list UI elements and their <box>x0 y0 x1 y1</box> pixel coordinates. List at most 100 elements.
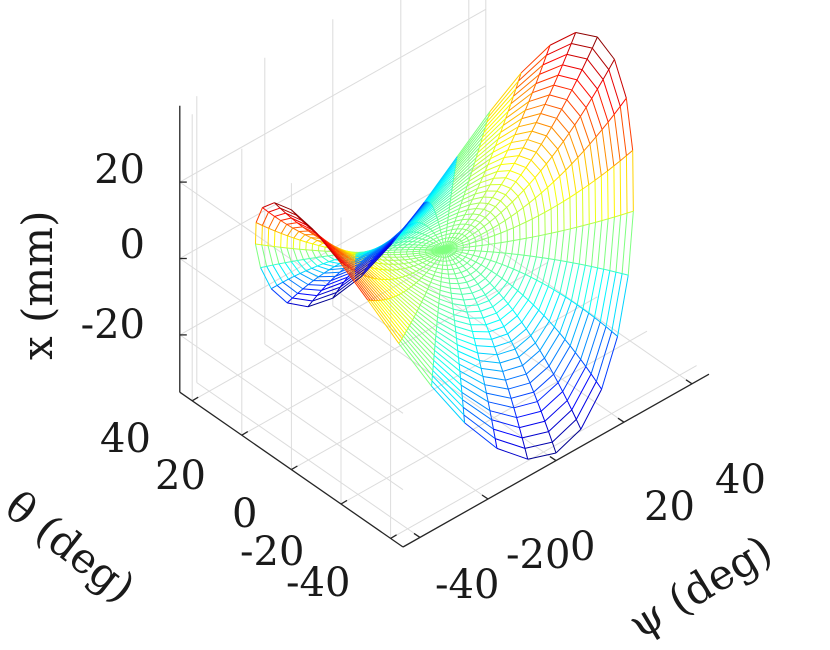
mesh-segment <box>500 157 505 165</box>
mesh-segment <box>488 326 505 333</box>
mesh-segment <box>615 215 622 273</box>
mesh-segment <box>459 371 462 379</box>
mesh-segment <box>494 287 500 294</box>
mesh-segment <box>591 88 598 99</box>
mesh-segment <box>507 103 512 112</box>
mesh-segment <box>423 256 430 260</box>
mesh-segment <box>436 206 450 216</box>
mesh-segment <box>462 194 465 200</box>
mesh-segment <box>436 259 440 262</box>
mesh-segment <box>461 237 468 242</box>
mesh-segment <box>382 263 393 271</box>
mesh-segment <box>485 324 490 333</box>
mesh-segment <box>455 338 458 345</box>
mesh-segment <box>474 219 481 223</box>
mesh-segment <box>469 199 473 205</box>
mesh-segment <box>484 384 487 394</box>
mesh-segment <box>435 241 440 245</box>
mesh-segment <box>626 149 634 157</box>
mesh-segment <box>450 247 458 250</box>
mesh-segment <box>506 268 515 283</box>
mesh-segment <box>548 365 555 375</box>
mesh-segment <box>474 246 477 251</box>
mesh-segment <box>595 136 602 176</box>
mesh-segment <box>324 250 329 257</box>
mesh-segment <box>413 316 437 337</box>
mesh-segment <box>394 278 409 290</box>
mesh-segment <box>498 220 506 225</box>
mesh-segment <box>477 283 483 290</box>
mesh-segment <box>495 206 502 213</box>
mesh-segment <box>433 255 438 260</box>
mesh-segment <box>437 316 456 327</box>
mesh-segment <box>475 345 479 354</box>
mesh-segment <box>561 108 576 126</box>
mesh-segment <box>408 272 413 276</box>
mesh-segment <box>467 208 477 211</box>
mesh-segment <box>410 232 420 239</box>
mesh-segment <box>262 202 275 209</box>
mesh-segment <box>478 125 504 149</box>
mesh-segment <box>345 265 374 301</box>
mesh-segment <box>475 256 480 263</box>
mesh-segment <box>466 311 470 319</box>
mesh-segment <box>566 400 573 411</box>
mesh-segment <box>454 319 471 326</box>
mesh-segment <box>447 220 456 225</box>
mesh-segment <box>302 284 309 290</box>
z-tick-label: 20 <box>94 147 145 193</box>
mesh-segment <box>453 221 456 226</box>
mesh-segment <box>484 384 509 390</box>
mesh-segment <box>534 342 541 351</box>
mesh-segment <box>454 326 457 333</box>
mesh-segment <box>472 151 494 168</box>
mesh-segment <box>281 232 288 237</box>
mesh-segment <box>589 221 596 225</box>
mesh-segment <box>423 274 433 280</box>
mesh-segment <box>407 246 411 250</box>
mesh-segment <box>453 320 456 327</box>
mesh-segment <box>475 138 499 158</box>
mesh-segment <box>575 381 597 420</box>
mesh-segment <box>484 278 491 284</box>
mesh-segment <box>334 248 357 273</box>
mesh-segment <box>431 257 435 260</box>
mesh-segment <box>377 278 397 297</box>
mesh-segment <box>613 160 621 167</box>
mesh-segment <box>549 32 576 46</box>
mesh-segment <box>415 256 422 259</box>
mesh-segment <box>297 288 304 294</box>
mesh-segment <box>280 233 282 248</box>
mesh-segment <box>522 276 532 296</box>
mesh-segment <box>461 392 464 400</box>
mesh-segment <box>329 267 345 271</box>
mesh-segment <box>461 294 465 301</box>
mesh-segment <box>523 238 527 256</box>
mesh-segment <box>519 420 545 429</box>
mesh-segment <box>611 331 618 337</box>
mesh-segment <box>505 241 508 254</box>
mesh-segment <box>460 385 463 393</box>
mesh-segment <box>439 289 452 294</box>
mesh-segment <box>432 239 437 242</box>
mesh-segment <box>477 300 490 306</box>
x-tick-label: 20 <box>644 484 695 530</box>
mesh-segment <box>489 211 496 218</box>
mesh-segment <box>307 297 333 308</box>
mesh-segment <box>433 194 452 210</box>
mesh-segment <box>551 156 561 177</box>
mesh-segment <box>389 256 394 261</box>
mesh-segment <box>413 265 421 270</box>
mesh-segment <box>400 267 406 270</box>
mesh-segment <box>472 196 484 200</box>
mesh-segment <box>428 282 432 286</box>
mesh-segment <box>355 252 368 257</box>
mesh-segment <box>436 267 443 270</box>
mesh-segment <box>299 270 307 274</box>
mesh-segment <box>299 234 306 241</box>
mesh-segment <box>363 274 386 300</box>
mesh-segment <box>417 209 435 223</box>
mesh-segment <box>419 211 436 224</box>
mesh-segment <box>423 272 427 276</box>
mesh-segment <box>412 270 417 274</box>
